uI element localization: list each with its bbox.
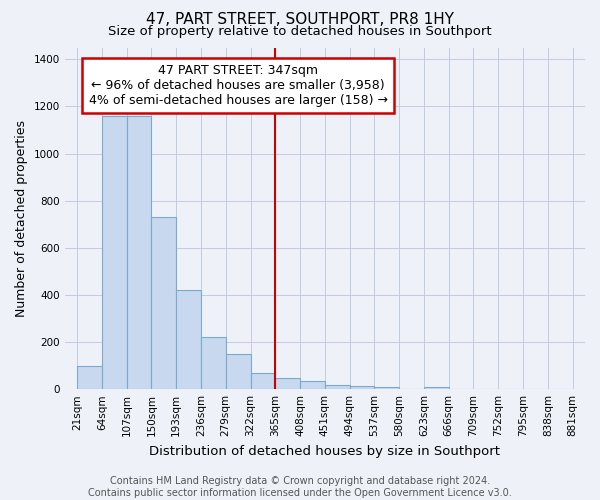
Text: Contains HM Land Registry data © Crown copyright and database right 2024.
Contai: Contains HM Land Registry data © Crown c… (88, 476, 512, 498)
X-axis label: Distribution of detached houses by size in Southport: Distribution of detached houses by size … (149, 444, 500, 458)
Bar (251, 372, 275, 389)
Bar (374, 387, 399, 389)
Bar (325, 385, 350, 389)
Text: 47, PART STREET, SOUTHPORT, PR8 1HY: 47, PART STREET, SOUTHPORT, PR8 1HY (146, 12, 454, 28)
Y-axis label: Number of detached properties: Number of detached properties (15, 120, 28, 317)
Bar (102, 116, 127, 389)
Bar (300, 381, 325, 389)
Text: Size of property relative to detached houses in Southport: Size of property relative to detached ho… (108, 25, 492, 38)
Bar (151, 217, 176, 389)
Bar (176, 290, 201, 389)
Bar (275, 378, 300, 389)
Bar (424, 387, 449, 389)
Bar (127, 116, 151, 389)
Text: 47 PART STREET: 347sqm
← 96% of detached houses are smaller (3,958)
4% of semi-d: 47 PART STREET: 347sqm ← 96% of detached… (89, 64, 388, 107)
Bar (77, 366, 102, 389)
Bar (201, 338, 226, 389)
Bar (226, 354, 251, 389)
Bar (350, 386, 374, 389)
